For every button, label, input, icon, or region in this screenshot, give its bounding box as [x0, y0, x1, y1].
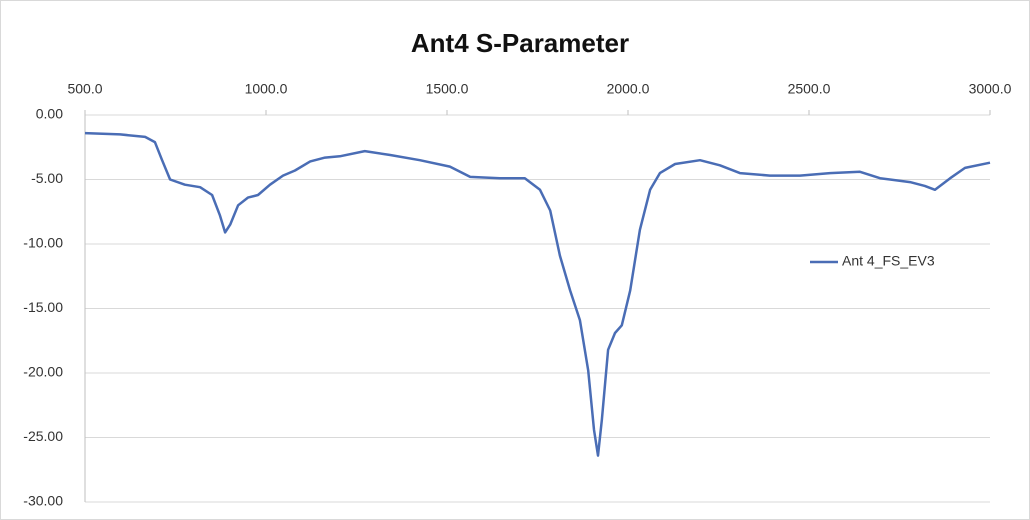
x-tick-label: 2500.0: [788, 81, 831, 97]
x-tick-label: 1000.0: [245, 81, 288, 97]
y-tick-label: -5.00: [31, 170, 63, 186]
x-tick-label: 3000.0: [969, 81, 1012, 97]
x-tick-label: 2000.0: [607, 81, 650, 97]
x-tick-label: 1500.0: [426, 81, 469, 97]
y-tick-label: -30.00: [23, 493, 63, 509]
data-line: [84, 131, 991, 457]
y-tick-label: -15.00: [23, 299, 63, 315]
y-tick-label: -25.00: [23, 428, 63, 444]
y-tick-label: -20.00: [23, 364, 63, 380]
chart-title: Ant4 S-Parameter: [411, 28, 629, 58]
x-tick-label: 500.0: [67, 81, 102, 97]
y-tick-label: -10.00: [23, 235, 63, 251]
y-tick-label: 0.00: [36, 106, 63, 122]
legend-label: Ant 4_FS_EV3: [842, 253, 935, 269]
